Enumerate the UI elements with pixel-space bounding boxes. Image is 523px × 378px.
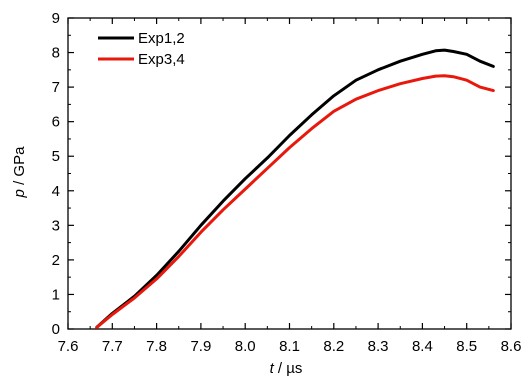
x-axis-label: t / µs [270,360,303,377]
x-axis: 7.6 7.7 7.8 7.9 8.0 8.1 8.2 8.3 8.4 8.5 8.6 [58,18,522,355]
y-axis-label: p / GPa [11,146,28,199]
y-tick-label: 2 [52,252,60,269]
x-tick-label: 7.8 [146,338,167,355]
y-tick-label: 8 [52,45,60,62]
y-axis: 0 1 2 3 4 5 6 7 8 9 [52,10,511,338]
series-line-2 [95,74,495,329]
x-tick-label: 7.7 [102,338,123,355]
series-layer [95,48,495,329]
legend: Exp1,2 Exp3,4 [98,30,185,68]
x-tick-label: 8.4 [412,338,433,355]
y-tick-label: 1 [52,286,60,303]
plot-area [67,17,512,330]
legend-label-2: Exp3,4 [138,51,185,68]
y-tick-label: 4 [52,183,60,200]
legend-label-1: Exp1,2 [138,30,185,47]
x-tick-label: 8.2 [323,338,344,355]
x-tick-label: 8.1 [279,338,300,355]
y-tick-label: 6 [52,114,60,131]
x-tick-label: 8.0 [235,338,256,355]
x-axis-symbol: t [270,360,275,377]
y-axis-unit: / GPa [11,146,28,189]
y-tick-label: 0 [52,321,60,338]
x-tick-label: 8.3 [368,338,389,355]
x-tick-label: 7.6 [58,338,79,355]
x-tick-label: 8.6 [501,338,522,355]
y-axis-symbol: p [11,189,28,198]
series-line-1 [95,48,495,329]
x-tick-label: 7.9 [190,338,211,355]
plot-frame [67,17,512,330]
y-tick-label: 3 [52,217,60,234]
y-tick-label: 9 [52,10,60,27]
y-tick-label: 7 [52,79,60,96]
x-axis-unit: / µs [274,360,303,377]
y-tick-label: 5 [52,148,60,165]
x-tick-label: 8.5 [456,338,477,355]
